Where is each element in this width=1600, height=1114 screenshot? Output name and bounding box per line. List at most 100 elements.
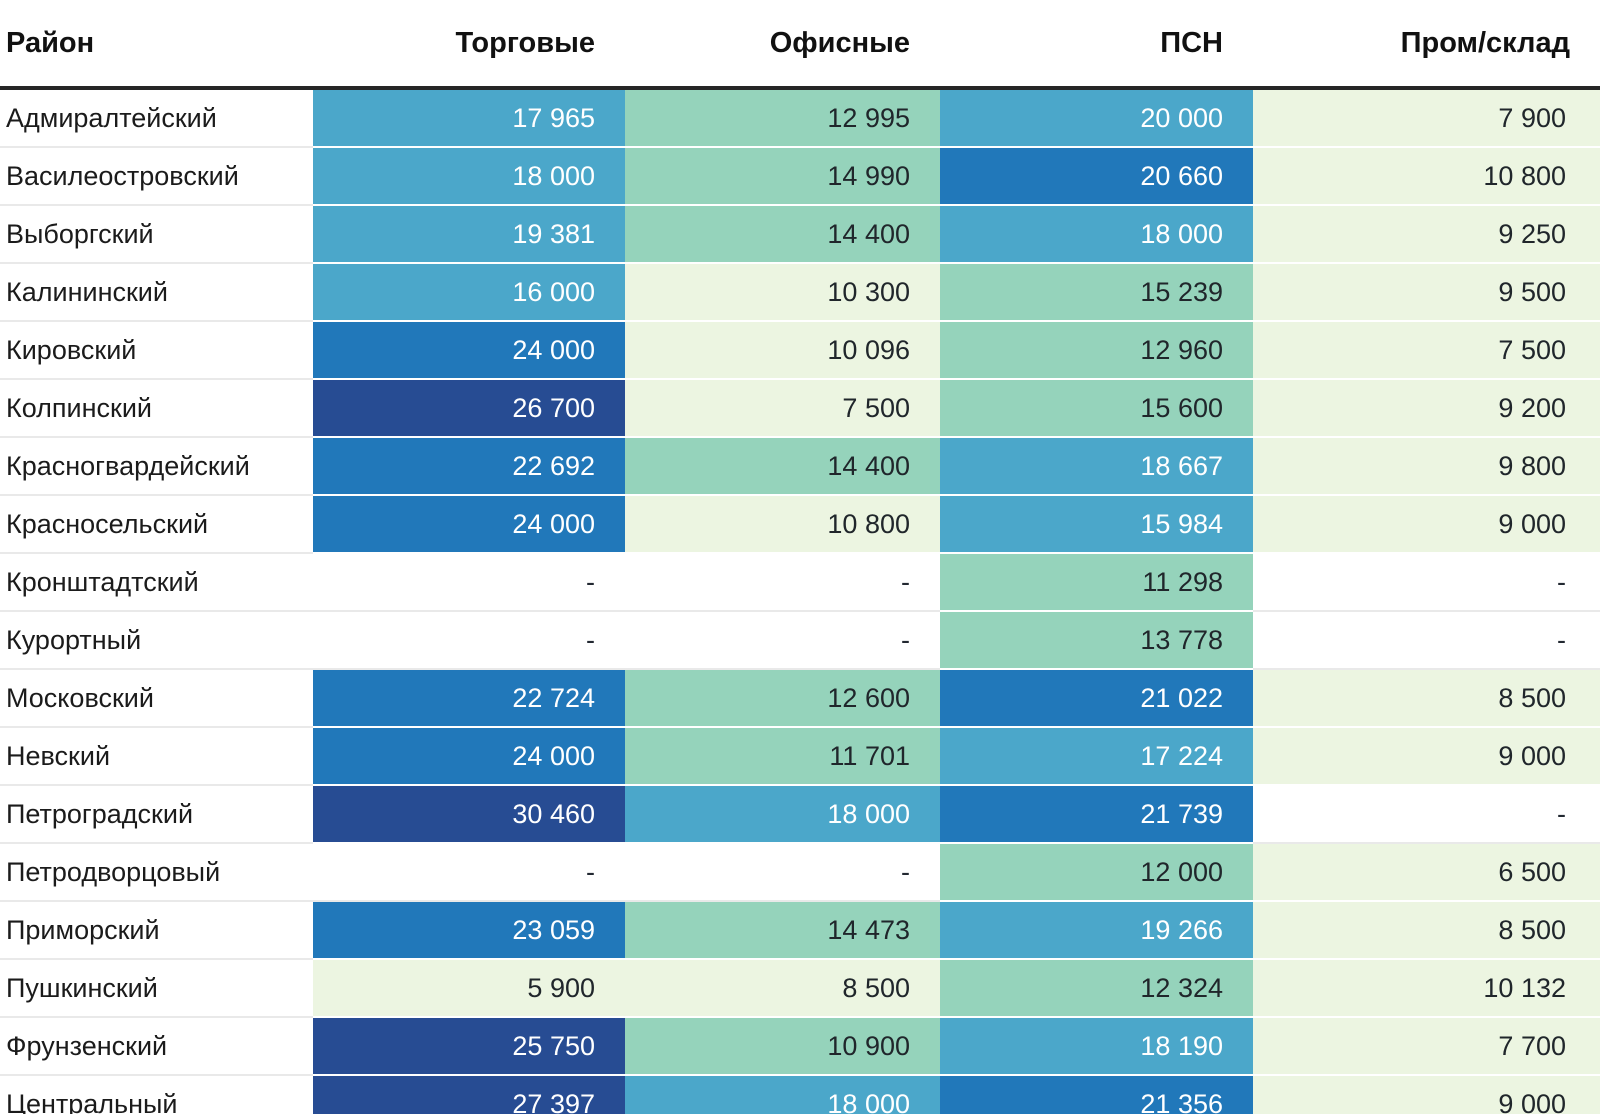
cell-psn: 21 356 <box>940 1075 1253 1114</box>
cell-retail: 16 000 <box>313 263 625 322</box>
cell-retail: 30 460 <box>313 785 625 844</box>
cell-psn: 13 778 <box>940 611 1253 670</box>
cell-retail: - <box>313 843 625 902</box>
cell-psn: 21 739 <box>940 785 1253 844</box>
table-row: Фрунзенский 25 750 10 900 18 190 7 700 <box>0 1017 1600 1076</box>
cell-industrial: 9 500 <box>1253 263 1600 322</box>
cell-retail: 27 397 <box>313 1075 625 1114</box>
cell-retail: 17 965 <box>313 88 625 148</box>
cell-industrial: 10 132 <box>1253 959 1600 1018</box>
cell-psn: 12 000 <box>940 843 1253 902</box>
table-row: Кировский 24 000 10 096 12 960 7 500 <box>0 321 1600 380</box>
table-row: Невский 24 000 11 701 17 224 9 000 <box>0 727 1600 786</box>
cell-industrial: 9 200 <box>1253 379 1600 438</box>
cell-office: 10 300 <box>625 263 940 322</box>
cell-industrial: - <box>1253 611 1600 670</box>
cell-psn: 12 324 <box>940 959 1253 1018</box>
table-body: Адмиралтейский 17 965 12 995 20 000 7 900 Вас… <box>0 88 1600 1114</box>
cell-office: 11 701 <box>625 727 940 786</box>
cell-psn: 15 600 <box>940 379 1253 438</box>
cell-industrial: - <box>1253 785 1600 844</box>
cell-office: 10 900 <box>625 1017 940 1076</box>
district-name: Колпинский <box>0 379 313 438</box>
cell-industrial: 9 000 <box>1253 727 1600 786</box>
cell-retail: 22 724 <box>313 669 625 728</box>
cell-retail: - <box>313 553 625 612</box>
cell-psn: 18 190 <box>940 1017 1253 1076</box>
cell-office: 14 400 <box>625 437 940 496</box>
table-row: Колпинский 26 700 7 500 15 600 9 200 <box>0 379 1600 438</box>
district-name: Кировский <box>0 321 313 380</box>
table-row: Выборгский 19 381 14 400 18 000 9 250 <box>0 205 1600 264</box>
cell-retail: 18 000 <box>313 147 625 206</box>
cell-psn: 18 000 <box>940 205 1253 264</box>
district-name: Петродворцовый <box>0 843 313 902</box>
cell-retail: 26 700 <box>313 379 625 438</box>
cell-office: 18 000 <box>625 785 940 844</box>
cell-psn: 15 239 <box>940 263 1253 322</box>
cell-psn: 17 224 <box>940 727 1253 786</box>
cell-psn: 15 984 <box>940 495 1253 554</box>
cell-office: - <box>625 553 940 612</box>
table-row: Приморский 23 059 14 473 19 266 8 500 <box>0 901 1600 960</box>
column-header-office: Офисные <box>625 0 940 90</box>
district-name: Приморский <box>0 901 313 960</box>
cell-office: 14 990 <box>625 147 940 206</box>
cell-retail: 23 059 <box>313 901 625 960</box>
cell-industrial: 10 800 <box>1253 147 1600 206</box>
cell-industrial: 6 500 <box>1253 843 1600 902</box>
table-row: Центральный 27 397 18 000 21 356 9 000 <box>0 1075 1600 1114</box>
table-row: Петроградский 30 460 18 000 21 739- <box>0 785 1600 844</box>
cell-retail: 25 750 <box>313 1017 625 1076</box>
cell-retail: 24 000 <box>313 727 625 786</box>
district-name: Выборгский <box>0 205 313 264</box>
cell-office: 14 400 <box>625 205 940 264</box>
table-header: Район Торговые Офисные ПСН Пром/склад <box>0 0 1600 90</box>
cell-office: 8 500 <box>625 959 940 1018</box>
column-header-district: Район <box>0 0 313 90</box>
column-header-industrial: Пром/склад <box>1253 0 1600 90</box>
cell-psn: 21 022 <box>940 669 1253 728</box>
district-name: Адмиралтейский <box>0 88 313 148</box>
cell-industrial: - <box>1253 553 1600 612</box>
cell-office: 10 800 <box>625 495 940 554</box>
table-row: Пушкинский 5 900 8 500 12 324 10 132 <box>0 959 1600 1018</box>
table-row: Московский 22 724 12 600 21 022 8 500 <box>0 669 1600 728</box>
table-row: Калининский 16 000 10 300 15 239 9 500 <box>0 263 1600 322</box>
header-row: Район Торговые Офисные ПСН Пром/склад <box>0 0 1600 90</box>
cell-office: - <box>625 843 940 902</box>
cell-industrial: 8 500 <box>1253 901 1600 960</box>
table-row: Кронштадтский - -11 298- <box>0 553 1600 612</box>
cell-retail: 24 000 <box>313 321 625 380</box>
district-name: Красногвардейский <box>0 437 313 496</box>
cell-psn: 11 298 <box>940 553 1253 612</box>
district-name: Кронштадтский <box>0 553 313 612</box>
cell-retail: - <box>313 611 625 670</box>
column-header-retail: Торговые <box>313 0 625 90</box>
cell-industrial: 9 800 <box>1253 437 1600 496</box>
cell-psn: 20 660 <box>940 147 1253 206</box>
cell-office: 7 500 <box>625 379 940 438</box>
cell-industrial: 7 700 <box>1253 1017 1600 1076</box>
cell-office: - <box>625 611 940 670</box>
cell-retail: 5 900 <box>313 959 625 1018</box>
cell-industrial: 9 250 <box>1253 205 1600 264</box>
table-row: Курортный - -13 778- <box>0 611 1600 670</box>
cell-psn: 12 960 <box>940 321 1253 380</box>
cell-industrial: 9 000 <box>1253 1075 1600 1114</box>
cell-psn: 19 266 <box>940 901 1253 960</box>
cell-industrial: 9 000 <box>1253 495 1600 554</box>
cell-office: 10 096 <box>625 321 940 380</box>
district-name: Калининский <box>0 263 313 322</box>
table-row: Петродворцовый - -12 000 6 500 <box>0 843 1600 902</box>
cell-industrial: 7 500 <box>1253 321 1600 380</box>
district-name: Пушкинский <box>0 959 313 1018</box>
table-row: Адмиралтейский 17 965 12 995 20 000 7 900 <box>0 88 1600 148</box>
district-name: Московский <box>0 669 313 728</box>
cell-industrial: 8 500 <box>1253 669 1600 728</box>
cell-psn: 18 667 <box>940 437 1253 496</box>
cell-office: 12 600 <box>625 669 940 728</box>
table-row: Василеостровский 18 000 14 990 20 660 10 800 <box>0 147 1600 206</box>
column-header-psn: ПСН <box>940 0 1253 90</box>
